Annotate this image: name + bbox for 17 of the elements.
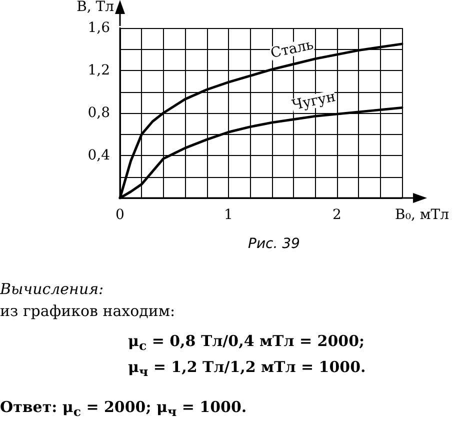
text: Ответ: μ$_{с}$ = 2000; μ$_{ч}$ = 1000. <box>0 398 247 419</box>
y-tick-label: 1,6 <box>88 20 110 36</box>
text: Чугун <box>290 88 337 114</box>
text: 0,4 <box>88 148 110 164</box>
text: μ$_{с}$ = 0,8 Тл/0,4 мТл = 2000; <box>128 332 365 353</box>
x-tick-label: 1 <box>224 207 233 223</box>
text: Вычисления: <box>0 280 104 298</box>
y-tick-label: 1,2 <box>88 62 110 78</box>
y-axis-title: B, Тл <box>76 0 114 15</box>
y-tick-label: 0,8 <box>88 105 110 121</box>
x-tick-label: 0 <box>116 207 124 223</box>
text: μ$_{ч}$ = 1,2 Тл/1,2 мТл = 1000. <box>128 358 366 379</box>
text: из графиков находим: <box>0 302 176 320</box>
x-axis-title: B₀, мТл <box>395 207 450 223</box>
text: Сталь <box>269 36 316 62</box>
x-tick-label: 2 <box>332 207 342 223</box>
text: Рис. 39 <box>248 236 300 252</box>
